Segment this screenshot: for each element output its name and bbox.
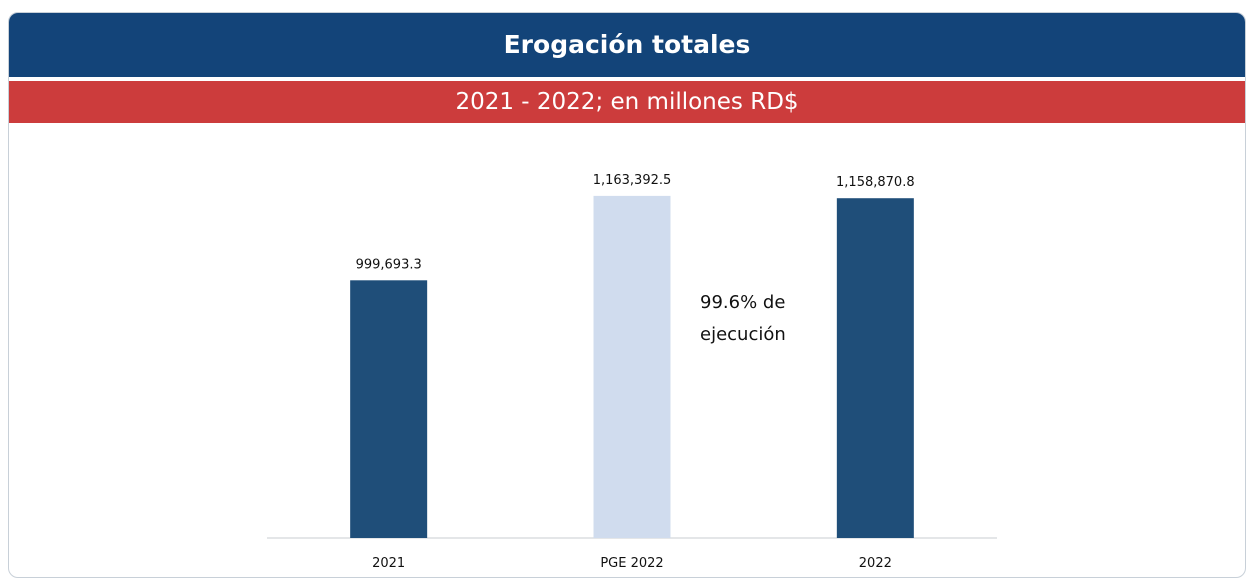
bar	[836, 198, 914, 538]
bar	[593, 195, 671, 538]
data-label: 999,693.3	[356, 257, 422, 272]
x-tick-label: PGE 2022	[600, 556, 663, 571]
x-tick-label: 2021	[372, 556, 405, 571]
panel: Erogación totales 2021 - 2022; en millon…	[8, 12, 1246, 578]
x-tick-label: 2022	[859, 556, 892, 571]
chart-title: Erogación totales	[9, 13, 1245, 77]
bar	[350, 280, 428, 538]
data-label: 1,163,392.5	[593, 173, 672, 188]
data-label: 1,158,870.8	[836, 175, 915, 190]
annotation: 99.6% de ejecución	[700, 292, 786, 345]
chart-subtitle: 2021 - 2022; en millones RD$	[9, 81, 1245, 123]
